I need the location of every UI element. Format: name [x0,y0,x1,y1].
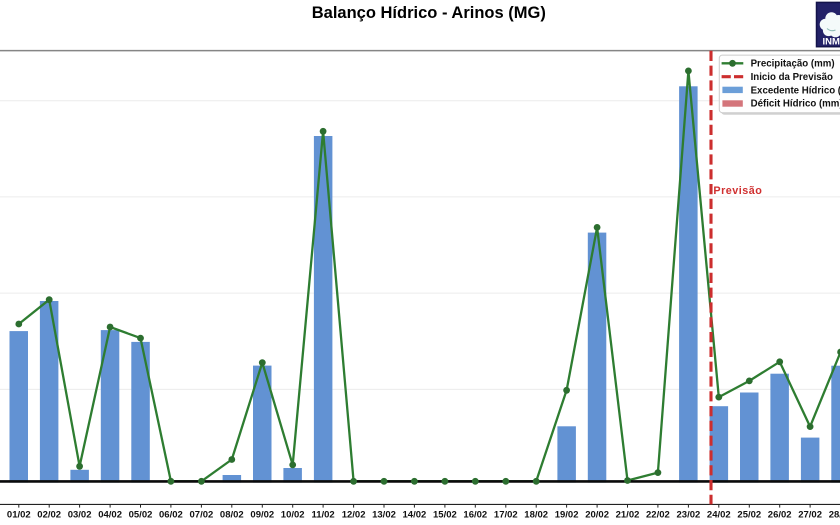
svg-text:15/02: 15/02 [433,510,457,521]
svg-text:02/02: 02/02 [37,510,61,521]
svg-text:18/02: 18/02 [524,510,548,521]
svg-text:09/02: 09/02 [250,510,274,521]
svg-text:Excedente Hídrico (mm): Excedente Hídrico (mm) [751,85,840,96]
svg-text:28/02: 28/02 [829,510,840,521]
svg-text:21/02: 21/02 [616,510,640,521]
svg-text:08/02: 08/02 [220,510,244,521]
svg-text:23/02: 23/02 [677,510,701,521]
svg-text:20/02: 20/02 [585,510,609,521]
svg-text:10/02: 10/02 [281,510,305,521]
svg-text:Inicio da Previsão: Inicio da Previsão [751,72,833,83]
svg-text:24/02: 24/02 [707,510,731,521]
svg-text:Déficit Hídrico (mm): Déficit Hídrico (mm) [751,99,840,110]
svg-text:26/02: 26/02 [768,510,792,521]
svg-text:17/02: 17/02 [494,510,518,521]
svg-text:07/02: 07/02 [190,510,214,521]
svg-text:03/02: 03/02 [68,510,92,521]
svg-text:INMET: INMET [823,37,840,48]
svg-text:05/02: 05/02 [129,510,153,521]
svg-text:19/02: 19/02 [555,510,579,521]
svg-text:12/02: 12/02 [342,510,366,521]
svg-text:01/02: 01/02 [7,510,31,521]
svg-text:13/02: 13/02 [372,510,396,521]
svg-text:25/02: 25/02 [737,510,761,521]
svg-text:06/02: 06/02 [159,510,183,521]
svg-text:27/02: 27/02 [798,510,822,521]
svg-text:Balanço Hídrico - Arinos (MG): Balanço Hídrico - Arinos (MG) [312,4,546,22]
svg-text:11/02: 11/02 [311,510,334,521]
svg-text:04/02: 04/02 [98,510,122,521]
svg-text:16/02: 16/02 [463,510,487,521]
svg-text:14/02: 14/02 [403,510,427,521]
svg-text:Precipitação (mm): Precipitação (mm) [751,59,835,70]
svg-text:Previsão: Previsão [713,185,762,197]
svg-text:22/02: 22/02 [646,510,670,521]
